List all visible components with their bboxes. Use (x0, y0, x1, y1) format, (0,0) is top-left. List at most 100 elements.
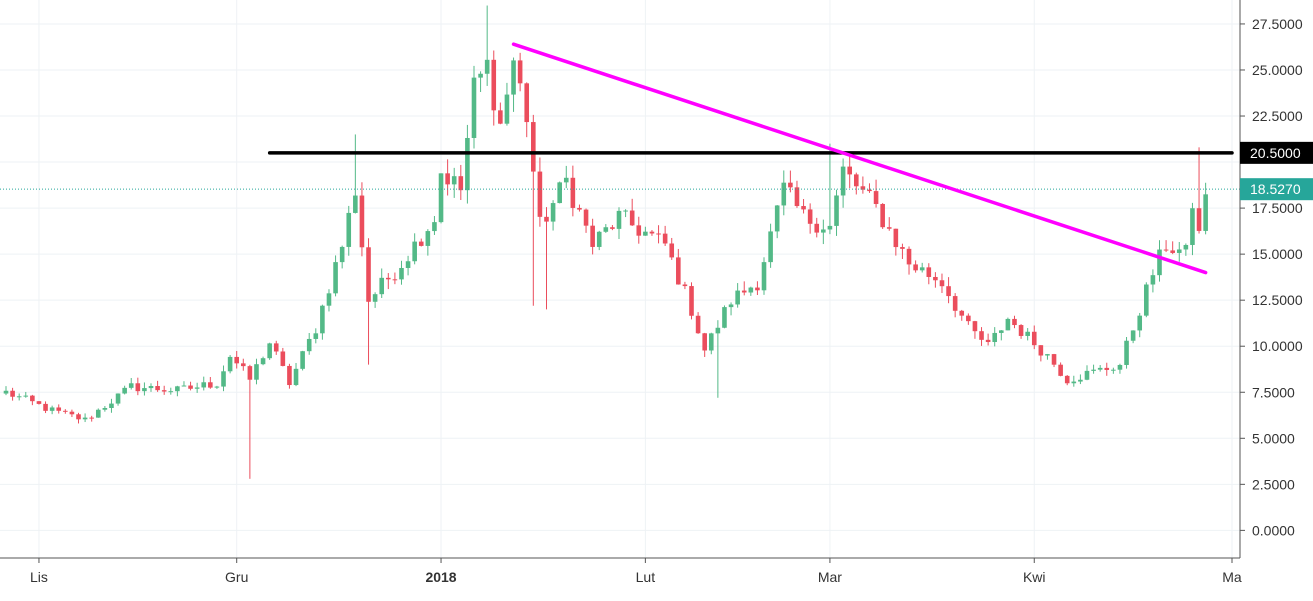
candle-body (1018, 325, 1024, 336)
candle-body (946, 286, 951, 297)
candle-body (590, 225, 595, 247)
candle-body (952, 296, 958, 311)
candle-body (979, 331, 984, 340)
candle-body (1045, 354, 1050, 356)
candle-body (1137, 315, 1143, 331)
y-tick-label: 7.5000 (1252, 384, 1295, 400)
candle-body (445, 173, 450, 185)
candle-body (326, 293, 332, 306)
candle-body (1196, 208, 1202, 231)
candle-body (834, 195, 839, 226)
candle-body (405, 261, 411, 268)
x-tick-label: Kwi (1023, 569, 1046, 585)
y-tick-label: 25.0000 (1252, 62, 1303, 78)
candle-body (774, 205, 780, 232)
candle-body (563, 177, 569, 183)
candle-body (669, 243, 675, 258)
candle-body (372, 294, 378, 302)
price-label-text: 20.5000 (1250, 145, 1301, 161)
candle-body (333, 262, 338, 294)
y-tick-label: 17.5000 (1252, 200, 1303, 216)
candle-body (860, 186, 866, 190)
candle-body (161, 390, 167, 392)
candle-body (1203, 194, 1208, 231)
candle-body (827, 225, 833, 230)
candle-body (1025, 331, 1030, 336)
candle-body (102, 407, 108, 410)
candle-body (1084, 370, 1090, 380)
candle-body (306, 338, 312, 352)
candle-body (392, 279, 398, 281)
candle-body (1005, 318, 1011, 331)
candle-body (926, 267, 932, 277)
candle-body (649, 231, 655, 234)
candle-body (49, 407, 55, 411)
candle-body (254, 364, 259, 380)
candle-body (300, 351, 305, 369)
candle-body (1104, 367, 1110, 370)
candle-body (623, 210, 628, 212)
y-tick-label: 0.0000 (1252, 522, 1295, 538)
candle-body (1012, 318, 1017, 326)
candle-body (728, 304, 734, 308)
candle-body (346, 212, 352, 247)
candle-body (128, 383, 134, 388)
candle-body (399, 267, 404, 280)
candle-body (544, 216, 549, 222)
candle-body (484, 59, 490, 74)
candle-body (933, 276, 938, 281)
candle-body (412, 241, 417, 262)
candle-body (1163, 249, 1169, 251)
candle-body (985, 339, 991, 343)
candle-body (616, 210, 622, 229)
candle-body (1038, 345, 1044, 356)
candle-body (201, 382, 207, 388)
candle-body (320, 305, 325, 334)
candle-body (3, 390, 9, 394)
x-tick-label: Gru (225, 569, 248, 585)
y-tick-label: 22.5000 (1252, 108, 1303, 124)
candle-body (451, 176, 457, 185)
candle-body (966, 315, 971, 322)
candle-body (1183, 244, 1189, 250)
candle-body (432, 222, 437, 232)
candle-body (1071, 381, 1077, 384)
candle-body (676, 257, 681, 285)
candle-body (708, 333, 714, 351)
candle-body (748, 287, 754, 293)
candle-body (807, 209, 813, 224)
candle-body (900, 247, 905, 249)
price-label-box (1240, 178, 1313, 201)
candle-body (208, 382, 213, 388)
price-label-box (1240, 141, 1313, 164)
candle-body (471, 77, 477, 138)
candle-body (386, 277, 391, 280)
candle-body (867, 189, 872, 192)
candle-body (10, 390, 15, 397)
candle-body (478, 73, 483, 78)
candle-body (293, 368, 299, 386)
axes: 0.0000 2.5000 5.0000 7.5000 10.0000 12.5000 15… (0, 0, 1303, 585)
candle-body (23, 395, 29, 397)
candle-body (1117, 364, 1123, 370)
candle-body (972, 321, 978, 332)
candle-body (234, 356, 239, 364)
candle-body (689, 286, 694, 316)
candle-body (168, 391, 174, 393)
candle-body (109, 403, 114, 408)
candle-body (1091, 369, 1096, 371)
candle-body (840, 166, 846, 196)
candle-body (741, 290, 747, 293)
candle-body (992, 332, 998, 343)
candle-body (517, 60, 523, 84)
candle-body (247, 366, 253, 380)
candle-body (56, 407, 62, 411)
candle-body (781, 182, 787, 206)
candle-body (240, 363, 246, 367)
y-tick-label: 5.0000 (1252, 430, 1295, 446)
x-tick-label: Lis (30, 569, 48, 585)
candle-body (794, 187, 800, 207)
candle-body (36, 401, 42, 404)
candle-body (847, 166, 852, 175)
